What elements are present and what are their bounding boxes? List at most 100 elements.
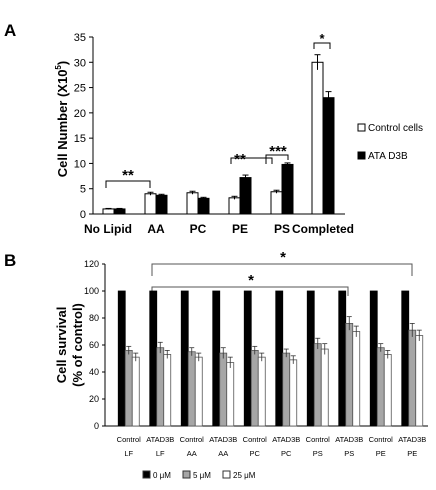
y-tick-label-b: 80	[89, 313, 99, 323]
legend-b-swatch-0um	[142, 470, 151, 479]
bar-b-0um	[275, 290, 284, 427]
x-tick-label-b-line2: LF	[156, 449, 165, 458]
y-tick-label-b: 40	[89, 367, 99, 377]
x-tick-label-b-line1: ATAD3B	[146, 435, 174, 444]
bar-b-25um	[320, 348, 329, 427]
sig-bracket-nolipid-aa	[105, 180, 151, 188]
bar-b-5um	[219, 352, 228, 427]
x-tick-label-b-line2: AA	[218, 449, 228, 458]
y-tick-label-a: 10	[74, 158, 86, 170]
bar-b-25um	[289, 359, 298, 427]
bar-a-control	[270, 191, 283, 215]
bar-b-0um	[117, 290, 126, 427]
bar-b-5um	[187, 351, 196, 427]
x-tick-label-b-line1: ATAD3B	[272, 435, 300, 444]
bar-b-0um	[149, 290, 158, 427]
panel-b-ylabel-line1: Cell survival	[54, 307, 69, 384]
y-tick-label-b: 0	[94, 421, 99, 431]
y-tick-label-a: 5	[80, 184, 86, 196]
y-tick-label-a: 0	[80, 209, 86, 221]
y-tick-label-b: 60	[89, 340, 99, 350]
panel-a-ylabel-sup: 5	[54, 65, 63, 70]
legend-b-swatch-5um	[182, 470, 191, 479]
sig-star-lf-pe: *	[280, 249, 286, 266]
legend-b-0um-label: 0 μM	[153, 471, 171, 480]
x-tick-label-b-line2: PS	[313, 449, 323, 458]
bar-b-0um	[306, 290, 315, 427]
bar-a-control	[102, 208, 115, 215]
bar-a-atad3b	[155, 194, 168, 215]
y-tick-label-a: 20	[74, 108, 86, 120]
y-tick-label-a: 35	[74, 32, 86, 44]
x-tick-label-b-line2: PC	[281, 449, 292, 458]
bar-a-atad3b	[322, 97, 335, 215]
legend-a-swatch-control	[357, 123, 366, 132]
panel-a-label: A	[4, 21, 16, 40]
bar-a-control	[144, 193, 157, 215]
legend-a-atad3b-label: ATA D3B	[368, 151, 408, 162]
bar-b-0um	[212, 290, 221, 427]
y-tick-label-a: 15	[74, 133, 86, 145]
bar-b-25um	[194, 356, 203, 427]
bar-a-atad3b	[239, 177, 252, 215]
x-tick-label-b-line2: PC	[250, 449, 261, 458]
x-tick-label-b-line1: Control	[369, 435, 394, 444]
sig-star-completed: *	[319, 31, 325, 46]
bar-a-control	[228, 197, 241, 215]
sig-bracket-lf-pe	[151, 263, 413, 276]
x-tick-label-a: PE	[232, 222, 248, 236]
bar-a-atad3b	[113, 208, 126, 215]
x-tick-label-a: Completed	[292, 222, 354, 236]
bar-b-25um	[226, 362, 235, 427]
bar-b-0um	[369, 290, 378, 427]
x-tick-label-b-line1: ATAD3B	[335, 435, 363, 444]
sig-star-ps: ***	[269, 143, 287, 160]
bar-b-25um	[131, 356, 140, 427]
y-tick-label-a: 30	[74, 57, 86, 69]
sig-star-lf-ps: *	[248, 272, 254, 289]
x-tick-label-a: No Lipid	[84, 222, 132, 236]
bar-b-5um	[282, 352, 291, 427]
bar-b-5um	[313, 343, 322, 427]
sig-bracket-pe	[230, 157, 273, 164]
x-tick-label-b-line1: Control	[243, 435, 268, 444]
legend-b-5um-label: 5 μM	[193, 471, 211, 480]
y-tick-label-b: 20	[89, 394, 99, 404]
bar-b-0um	[401, 290, 410, 427]
bar-b-5um	[408, 329, 417, 427]
x-tick-label-b-line2: PS	[344, 449, 354, 458]
bar-a-control	[311, 61, 324, 215]
bar-b-5um	[250, 349, 259, 427]
bar-b-5um	[376, 347, 385, 427]
x-tick-label-b-line1: Control	[306, 435, 331, 444]
panel-a-ylabel: Cell Number (X105)	[54, 61, 70, 177]
panel-b-chart: 0 20 40 60 80 100 120 Control LF ATAD3B LF Control A…	[84, 259, 428, 458]
legend-a-control-label: Control cells	[368, 123, 423, 134]
bar-b-25um	[383, 354, 392, 427]
x-tick-label-b-line2: PE	[376, 449, 386, 458]
panel-b-label: B	[4, 251, 16, 270]
x-tick-label-b-line2: PE	[407, 449, 417, 458]
y-tick-label-a: 25	[74, 83, 86, 95]
bar-b-25um	[352, 331, 361, 427]
x-tick-label-b-line1: ATAD3B	[209, 435, 237, 444]
bar-b-0um	[243, 290, 252, 427]
bar-b-5um	[156, 347, 165, 427]
x-tick-label-b-line2: LF	[124, 449, 133, 458]
y-tick-label-b: 120	[84, 259, 99, 269]
bar-b-25um	[257, 356, 266, 427]
panel-b-ylabel-line2: (% of control)	[70, 303, 85, 387]
panel-a-ylabel-main: Cell Number (X10	[55, 70, 70, 178]
x-tick-label-b-line1: ATAD3B	[398, 435, 426, 444]
x-tick-label-a: PS	[274, 222, 290, 236]
bar-b-0um	[338, 290, 347, 427]
sig-star-nolipid-aa: **	[122, 167, 134, 184]
legend-a-swatch-atad3b	[357, 151, 366, 160]
bar-a-atad3b	[281, 163, 294, 215]
legend-b-25um-label: 25 μM	[233, 471, 256, 480]
x-tick-label-a: PC	[190, 222, 207, 236]
bar-a-control	[186, 192, 199, 215]
x-tick-label-b-line2: AA	[187, 449, 197, 458]
bar-b-0um	[180, 290, 189, 427]
